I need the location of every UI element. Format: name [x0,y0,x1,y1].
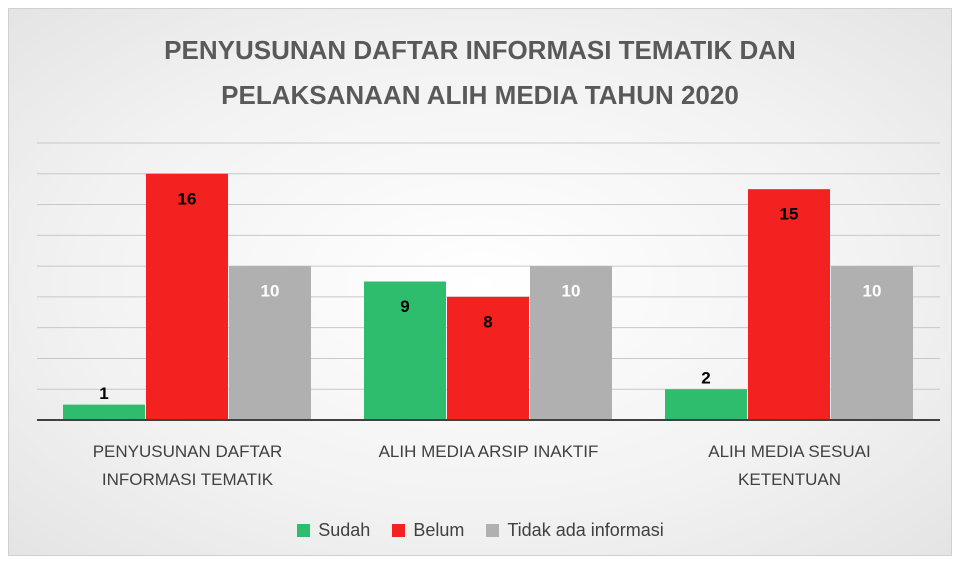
bar [146,173,228,420]
bar [748,189,830,420]
data-label: 10 [863,282,882,301]
legend-label: Belum [413,520,465,540]
legend: Sudah Belum Tidak ada informasi [0,520,961,541]
data-label: 8 [483,312,492,331]
data-label: 10 [261,282,280,301]
x-tick-label: ALIH MEDIA SESUAI KETENTUAN [708,442,871,489]
legend-swatch [392,524,406,537]
legend-label: Sudah [318,520,371,540]
legend-swatch [486,524,500,537]
data-label: 9 [400,297,409,316]
bar [63,404,145,420]
data-label: 10 [562,282,581,301]
data-label: 1 [99,384,108,403]
x-tick-label: PENYUSUNAN DAFTAR INFORMASI TEMATIK [92,442,283,489]
bar [665,389,747,420]
legend-item: Tidak ada informasi [486,520,664,541]
legend-item: Sudah [297,520,370,541]
bar [364,281,446,420]
bar [530,266,612,420]
data-label: 2 [701,369,710,388]
chart-title: PENYUSUNAN DAFTAR INFORMASI TEMATIK DAN … [164,35,796,110]
data-label: 16 [178,189,197,208]
x-tick-label: ALIH MEDIA ARSIP INAKTIF [378,442,599,461]
data-label: 15 [780,205,799,224]
legend-item: Belum [392,520,464,541]
bar [447,296,529,420]
legend-swatch [297,524,311,537]
bar [229,266,311,420]
bar [831,266,913,420]
legend-label: Tidak ada informasi [507,520,664,540]
